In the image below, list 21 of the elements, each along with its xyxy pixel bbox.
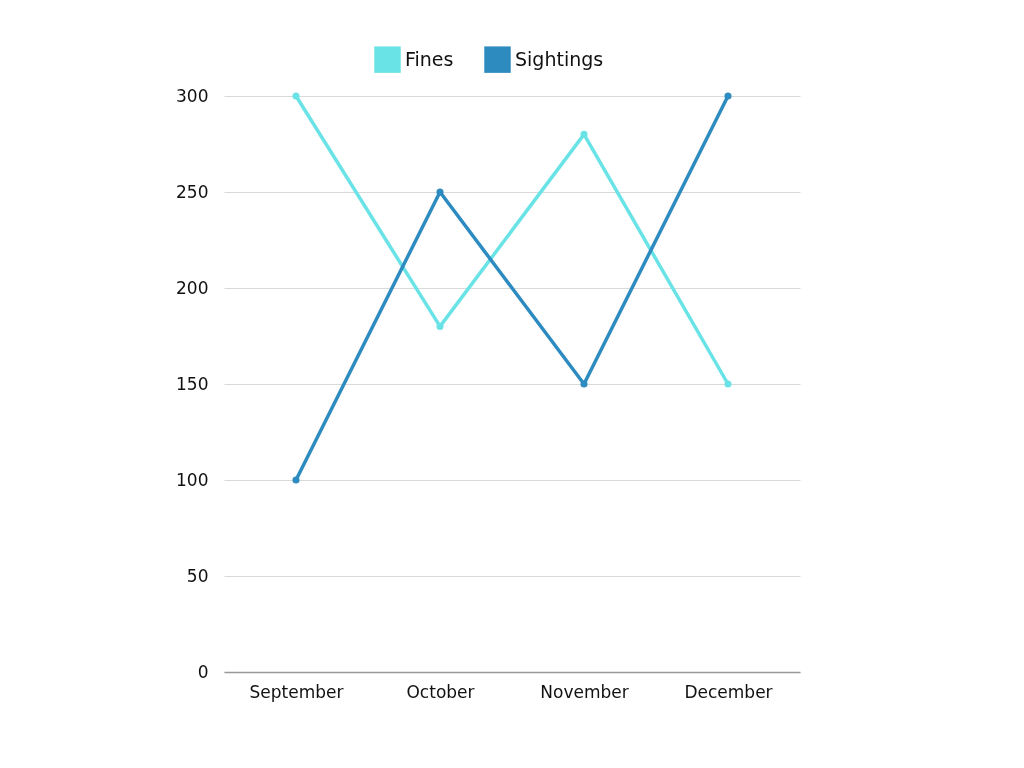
point xyxy=(580,130,588,138)
point xyxy=(292,476,300,484)
point xyxy=(580,380,588,388)
point xyxy=(436,322,444,330)
point xyxy=(436,188,444,196)
legend-label: Sightings xyxy=(515,47,604,70)
y-tick-label: 250 xyxy=(176,181,209,202)
x-tick-label: September xyxy=(249,681,344,702)
point xyxy=(724,380,732,388)
y-tick-label: 100 xyxy=(176,469,209,490)
x-tick-label: October xyxy=(406,681,475,702)
point xyxy=(292,92,300,100)
y-tick-label: 300 xyxy=(176,85,209,106)
y-tick-label: 200 xyxy=(176,277,209,298)
x-tick-label: November xyxy=(540,681,629,702)
x-tick-label: December xyxy=(684,681,773,702)
y-tick-label: 0 xyxy=(197,661,209,682)
point xyxy=(724,92,732,100)
y-tick-label: 150 xyxy=(176,373,209,394)
legend-label: Fines xyxy=(405,47,454,70)
y-tick-label: 50 xyxy=(186,565,209,586)
